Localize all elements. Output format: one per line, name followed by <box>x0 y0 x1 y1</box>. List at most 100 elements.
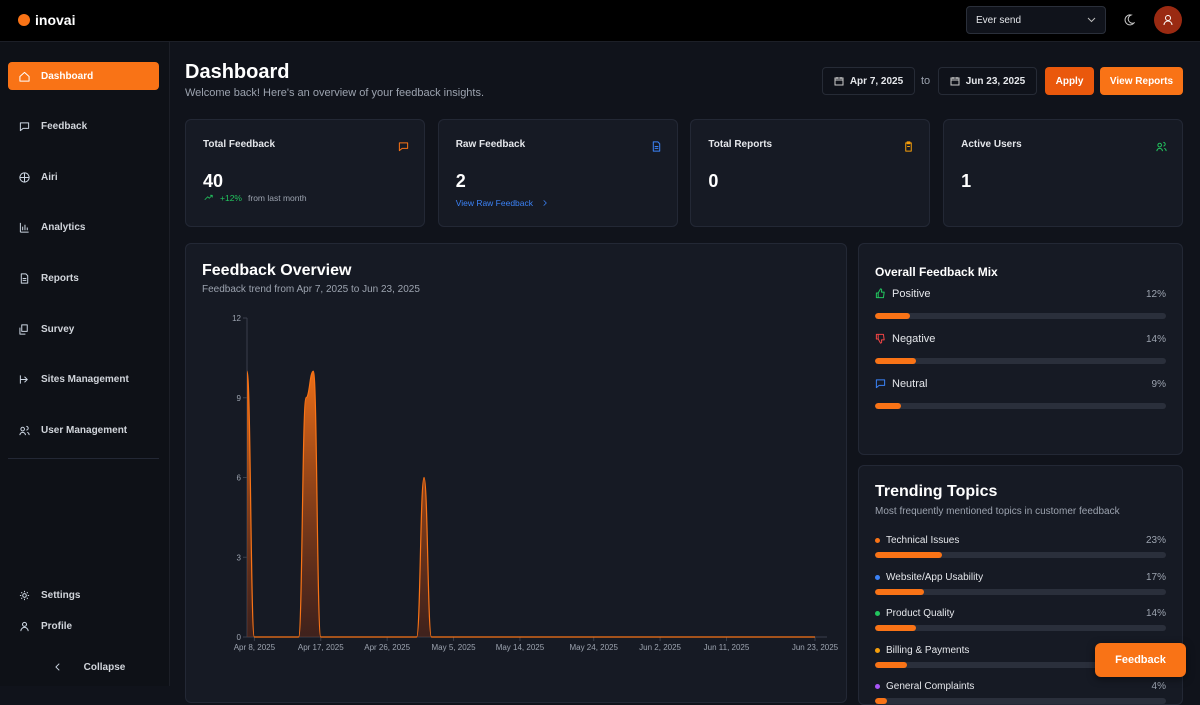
date-from[interactable]: Apr 7, 2025 <box>822 67 915 95</box>
topic-dot <box>875 538 880 543</box>
stat-title: Total Feedback <box>203 139 276 150</box>
icon <box>875 333 885 344</box>
icon-path <box>875 288 885 299</box>
mix-track <box>875 403 1166 409</box>
overview-title: Feedback Overview <box>202 262 352 279</box>
page-subtitle: Welcome back! Here's an overview of your… <box>185 87 485 99</box>
x-tick-label: Jun 2, 2025 <box>639 643 681 652</box>
nav-item[interactable]: Dashboard <box>8 62 159 90</box>
date-to[interactable]: Jun 23, 2025 <box>938 67 1037 95</box>
icon-path <box>543 200 547 206</box>
x-tick-label: May 5, 2025 <box>432 643 477 652</box>
icon <box>875 288 885 299</box>
theme-toggle[interactable] <box>1123 14 1135 26</box>
logo: inovai <box>35 12 76 28</box>
icon-path <box>19 223 29 233</box>
icon-path <box>55 663 60 671</box>
stat-link[interactable]: View Raw Feedback <box>456 198 549 208</box>
avatar[interactable] <box>1154 6 1182 34</box>
divider <box>8 458 159 459</box>
topic-track <box>875 661 1166 668</box>
topic-bar <box>875 698 887 705</box>
y-tick-label: 0 <box>237 633 242 642</box>
icon-path <box>875 333 885 344</box>
icon <box>19 425 30 435</box>
stat-title: Raw Feedback <box>455 139 526 150</box>
feedback-button[interactable]: Feedback <box>1095 643 1186 677</box>
stat-card: Total Reports 0 <box>690 119 931 227</box>
topic-label: Website/App Usability <box>886 571 984 583</box>
collapse-button[interactable]: Collapse <box>8 653 159 681</box>
stat-link-text: View Raw Feedback <box>455 198 534 208</box>
mix-track <box>875 358 1166 364</box>
stat-value: 40 <box>203 171 224 191</box>
topic-percent: 4% <box>1151 681 1166 693</box>
icon <box>19 71 30 82</box>
mix-percent: 14% <box>1145 334 1166 345</box>
calendar-icon <box>834 77 844 86</box>
topic-label: Product Quality <box>886 608 955 620</box>
icon <box>20 621 29 631</box>
y-tick-label: 6 <box>237 474 242 483</box>
topic-dot <box>875 611 880 617</box>
nav-item[interactable]: Airi <box>8 163 159 191</box>
apply-button[interactable]: Apply <box>1045 67 1094 95</box>
x-tick-label: May 14, 2025 <box>496 643 545 652</box>
nav-label: Feedback <box>41 121 88 133</box>
topic-track <box>875 698 1166 705</box>
nav-label: User Management <box>41 424 128 436</box>
topic-bar <box>875 552 942 558</box>
icon-path <box>19 71 30 82</box>
nav-item[interactable]: Reports <box>8 264 159 292</box>
nav-label: Airi <box>41 171 58 183</box>
icon-path <box>875 379 886 389</box>
y-tick-label: 9 <box>237 394 242 403</box>
topic-label: General Complaints <box>886 681 975 693</box>
nav-item[interactable]: Analytics <box>8 214 159 242</box>
nav-item[interactable]: Sites Management <box>8 366 159 394</box>
topic-track <box>875 588 1166 595</box>
y-tick-label: 12 <box>232 314 241 323</box>
overview-subtitle: Feedback trend from Apr 7, 2025 to Jun 2… <box>202 284 420 295</box>
x-tick-label: Jun 11, 2025 <box>704 643 750 652</box>
nav-item[interactable]: Settings <box>8 581 159 609</box>
icon-path <box>19 375 28 384</box>
nav-label: Dashboard <box>41 70 94 82</box>
icon-path <box>19 425 30 435</box>
site-select[interactable]: Ever send <box>966 6 1106 34</box>
topic-track <box>875 625 1166 632</box>
nav-item[interactable]: Survey <box>8 315 159 343</box>
icon <box>652 141 660 152</box>
line <box>246 370 815 638</box>
icon <box>543 200 547 206</box>
mix-percent: 12% <box>1145 289 1166 300</box>
view-reports-button[interactable]: View Reports <box>1100 67 1183 95</box>
avatar-icon <box>1163 15 1173 26</box>
icon-path <box>905 141 913 152</box>
icon <box>204 194 213 201</box>
icon-path <box>19 323 28 335</box>
icon-path <box>20 621 29 631</box>
topic-label: Billing & Payments <box>886 644 970 656</box>
icon-path <box>20 273 29 284</box>
stat-value: 0 <box>708 171 719 191</box>
icon <box>875 379 886 389</box>
icon <box>1156 141 1167 152</box>
logo-dot <box>18 14 30 26</box>
icon-path <box>19 590 30 600</box>
nav-label: Survey <box>41 323 75 335</box>
mix-label: Neutral <box>892 378 928 390</box>
mix-label: Positive <box>892 288 931 300</box>
nav-item[interactable]: Profile <box>8 612 159 640</box>
topic-bar <box>875 661 907 668</box>
top-bar: inovai Ever send <box>0 0 1200 42</box>
topic-bar <box>875 588 925 595</box>
nav-item[interactable]: User Management <box>8 416 159 444</box>
topic-percent: 23% <box>1145 535 1166 546</box>
icon <box>398 142 409 152</box>
icon <box>905 141 913 152</box>
calendar-icon <box>950 77 960 86</box>
nav-item[interactable]: Feedback <box>8 113 159 141</box>
icon <box>20 273 29 284</box>
